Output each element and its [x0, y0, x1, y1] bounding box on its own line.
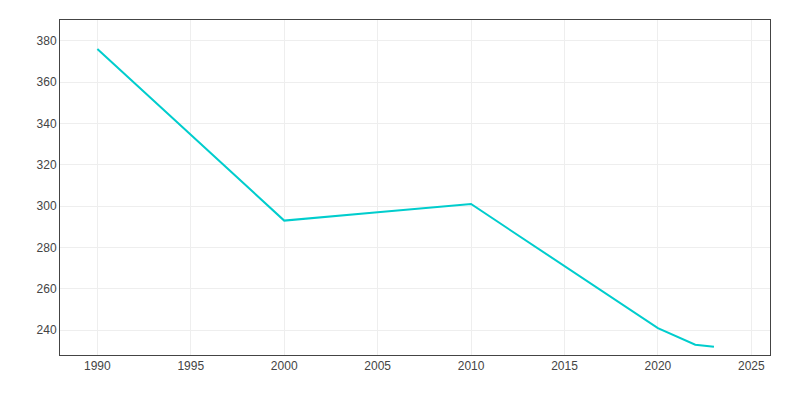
- svg-text:280: 280: [37, 241, 57, 255]
- svg-text:1990: 1990: [84, 359, 111, 373]
- svg-text:1995: 1995: [177, 359, 204, 373]
- svg-text:2015: 2015: [551, 359, 578, 373]
- svg-text:360: 360: [37, 75, 57, 89]
- svg-text:2025: 2025: [738, 359, 765, 373]
- svg-text:340: 340: [37, 117, 57, 131]
- svg-text:320: 320: [37, 158, 57, 172]
- svg-text:2020: 2020: [645, 359, 672, 373]
- svg-text:260: 260: [37, 282, 57, 296]
- svg-text:2000: 2000: [271, 359, 298, 373]
- svg-text:380: 380: [37, 34, 57, 48]
- svg-text:2010: 2010: [458, 359, 485, 373]
- svg-text:2005: 2005: [364, 359, 391, 373]
- svg-text:300: 300: [37, 199, 57, 213]
- svg-text:240: 240: [37, 323, 57, 337]
